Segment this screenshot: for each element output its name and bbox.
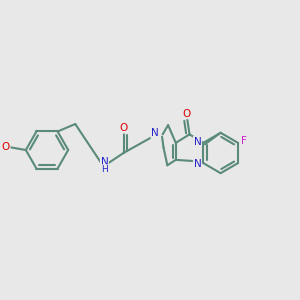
Text: H: H [101,165,108,174]
Text: N: N [151,128,159,138]
Text: O: O [182,109,190,118]
Text: N: N [194,159,201,169]
Text: O: O [2,142,10,152]
Text: N: N [100,157,108,166]
Text: O: O [119,123,128,133]
Text: F: F [242,136,248,146]
Text: N: N [194,137,201,147]
